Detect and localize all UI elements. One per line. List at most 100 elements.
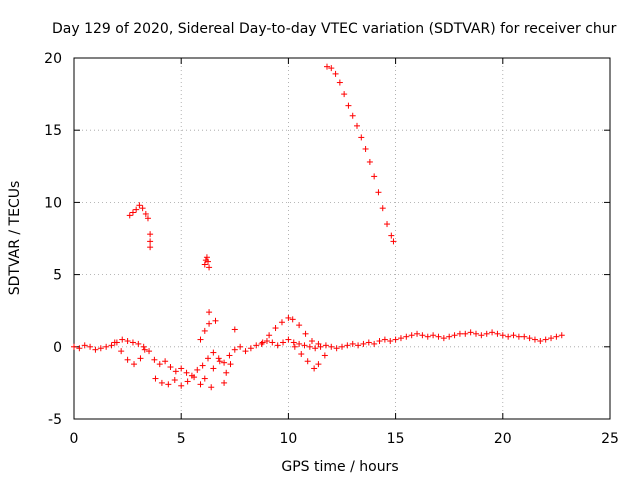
- y-axis-label: SDTVAR / TECUs: [7, 181, 23, 296]
- y-tick-label: 0: [53, 340, 62, 356]
- data-point: [341, 91, 348, 98]
- x-tick-label: 0: [70, 431, 79, 447]
- data-point: [263, 338, 270, 345]
- data-point: [210, 365, 217, 372]
- data-point: [323, 63, 330, 70]
- data-point: [376, 338, 383, 345]
- x-tick-label: 10: [279, 431, 297, 447]
- data-point: [499, 332, 506, 339]
- x-tick-label: 5: [177, 431, 186, 447]
- x-tick-label: 15: [387, 431, 405, 447]
- data-point: [451, 332, 458, 339]
- data-point: [397, 335, 404, 342]
- data-point: [355, 342, 362, 349]
- data-point: [141, 346, 148, 353]
- data-series: [71, 329, 565, 379]
- data-point: [227, 361, 234, 368]
- y-tick-label: 10: [44, 195, 62, 211]
- data-point: [278, 319, 285, 326]
- data-point: [296, 322, 303, 329]
- data-point: [97, 345, 104, 352]
- data-point: [266, 332, 273, 339]
- data-point: [129, 209, 136, 216]
- data-point: [92, 346, 99, 353]
- data-point: [358, 134, 365, 141]
- data-point: [360, 340, 367, 347]
- data-series: [201, 254, 213, 271]
- data-point: [315, 340, 322, 347]
- data-point: [156, 361, 163, 368]
- data-point: [223, 369, 230, 376]
- data-point: [521, 333, 528, 340]
- data-point: [135, 340, 142, 347]
- axis-ticks: 0 5 10 15 20 25 -5 0 5 10 15 20: [44, 51, 619, 447]
- data-point: [147, 231, 154, 238]
- data-point: [76, 345, 83, 352]
- data-point: [201, 375, 208, 382]
- data-point: [137, 355, 144, 362]
- data-point: [478, 332, 485, 339]
- data-point: [312, 345, 319, 352]
- data-point: [553, 333, 560, 340]
- data-point: [81, 342, 88, 349]
- data-point: [205, 258, 211, 265]
- data-point: [139, 205, 146, 212]
- data-point: [126, 212, 133, 219]
- data-point: [140, 343, 147, 350]
- data-point: [414, 330, 421, 337]
- data-point: [371, 340, 378, 347]
- data-point: [489, 329, 496, 336]
- data-series: [147, 231, 154, 251]
- data-point: [87, 343, 94, 350]
- data-point: [197, 381, 204, 388]
- data-series: [197, 309, 238, 391]
- data-point: [336, 79, 343, 86]
- data-point: [494, 330, 501, 337]
- data-point: [151, 356, 158, 363]
- data-point: [311, 365, 318, 372]
- data-point: [296, 340, 303, 347]
- data-point: [231, 346, 238, 353]
- data-point: [531, 336, 538, 343]
- data-point: [201, 261, 208, 268]
- data-point: [144, 215, 151, 222]
- data-point: [390, 238, 397, 245]
- data-point: [237, 343, 244, 350]
- data-point: [280, 339, 287, 346]
- data-point: [354, 122, 361, 129]
- data-point: [548, 335, 555, 342]
- data-point: [259, 339, 266, 346]
- data-point: [162, 358, 169, 365]
- data-point: [210, 349, 217, 356]
- data-series: [291, 343, 328, 372]
- data-point: [152, 375, 159, 382]
- data-point: [349, 340, 356, 347]
- plot-frame: [73, 57, 611, 420]
- data-point: [183, 369, 190, 376]
- data-point: [146, 348, 153, 355]
- data-point: [302, 330, 309, 337]
- data-series: [152, 374, 208, 389]
- data-point: [285, 336, 292, 343]
- data-point: [285, 314, 292, 321]
- data-point: [129, 339, 136, 346]
- y-tick-label: 5: [53, 268, 62, 284]
- data-point: [191, 374, 198, 381]
- data-point: [375, 189, 382, 196]
- data-series: [323, 63, 397, 245]
- chart-title: Day 129 of 2020, Sidereal Day-to-day VTE…: [52, 21, 617, 37]
- data-point: [172, 368, 179, 375]
- data-point: [103, 343, 110, 350]
- data-point: [226, 352, 233, 359]
- data-point: [147, 244, 154, 251]
- data-point: [231, 326, 238, 333]
- data-point: [221, 359, 228, 366]
- data-point: [537, 338, 544, 345]
- data-point: [388, 232, 395, 239]
- data-point: [216, 358, 223, 365]
- data-point: [136, 202, 143, 209]
- data-point: [510, 332, 517, 339]
- data-point: [290, 339, 297, 346]
- data-point: [208, 384, 215, 391]
- data-point: [289, 316, 296, 323]
